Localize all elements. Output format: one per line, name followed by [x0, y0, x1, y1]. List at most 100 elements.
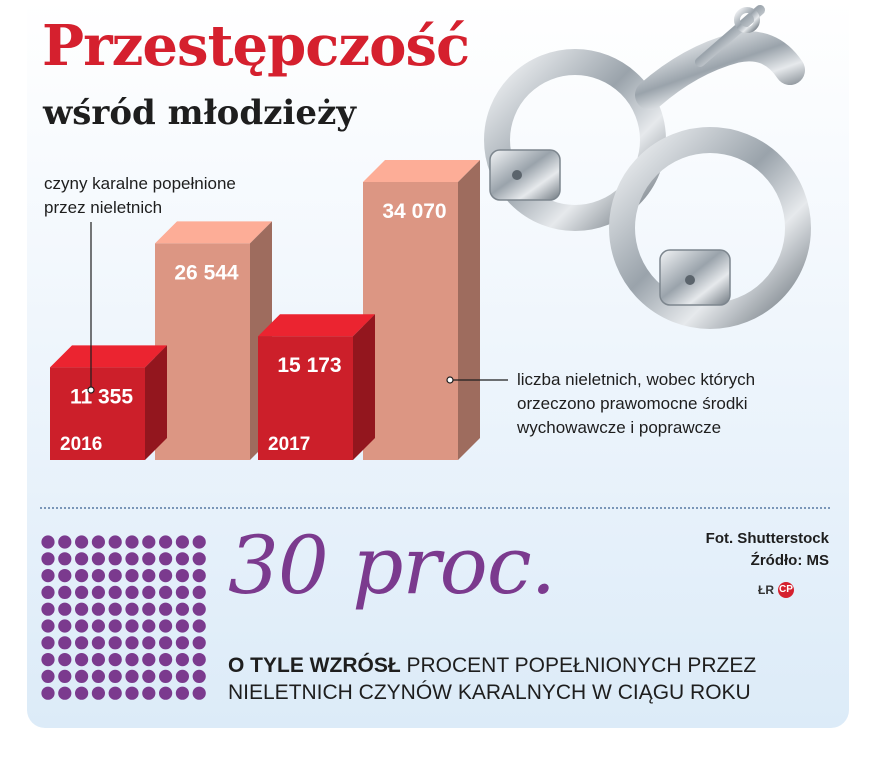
- red-series-note: czyny karalne popełnione przez nieletnic…: [44, 174, 236, 217]
- grid-dot: [58, 636, 72, 650]
- grid-dot: [108, 585, 122, 599]
- grid-dot: [159, 653, 173, 667]
- grid-dot: [91, 636, 105, 650]
- grid-dot: [159, 569, 173, 583]
- grid-dot: [142, 636, 156, 650]
- grid-dot: [75, 552, 89, 566]
- grid-dot: [58, 585, 72, 599]
- grid-dot: [192, 653, 206, 667]
- grid-dot: [108, 552, 122, 566]
- grid-dot: [192, 585, 206, 599]
- grid-dot: [159, 585, 173, 599]
- grid-dot: [142, 552, 156, 566]
- grid-dot: [58, 619, 72, 633]
- grid-dot: [41, 569, 55, 583]
- grid-dot: [142, 686, 156, 700]
- grid-dot: [75, 619, 89, 633]
- grid-dot: [159, 602, 173, 616]
- grid-dot: [58, 686, 72, 700]
- grid-dot: [75, 686, 89, 700]
- grid-dot: [91, 653, 105, 667]
- grid-dot: [91, 602, 105, 616]
- grid-dot: [58, 535, 72, 549]
- grid-dot: [142, 653, 156, 667]
- grid-dot: [41, 653, 55, 667]
- grid-dot: [159, 669, 173, 683]
- grid-dot: [91, 569, 105, 583]
- grid-dot: [192, 669, 206, 683]
- grid-dot: [192, 636, 206, 650]
- grid-dot: [108, 535, 122, 549]
- grid-dot: [91, 552, 105, 566]
- bar-top-1-1: [363, 160, 480, 182]
- grid-dot: [58, 552, 72, 566]
- grid-dot: [41, 669, 55, 683]
- grid-dot: [192, 569, 206, 583]
- grid-dot: [125, 686, 139, 700]
- grid-dot: [125, 653, 139, 667]
- dotted-separator: [40, 507, 830, 509]
- grid-dot: [142, 602, 156, 616]
- grid-dot: [75, 585, 89, 599]
- salmon-note-leader-dot: [446, 376, 454, 384]
- grid-dot: [192, 602, 206, 616]
- grid-dot: [159, 686, 173, 700]
- highlight-caption: O tyle wzrósł procent popełnionych przez…: [228, 652, 828, 706]
- grid-dot: [108, 636, 122, 650]
- category-label-0: 2016: [60, 434, 102, 455]
- grid-dot: [175, 669, 189, 683]
- grid-dot: [159, 552, 173, 566]
- grid-dot: [175, 602, 189, 616]
- red-note-leader-dot: [87, 386, 95, 394]
- grid-dot: [108, 653, 122, 667]
- bar-chart: 26 544 34 070 11 355 2016 15 173 2017: [50, 160, 508, 460]
- bar-side-1-1: [458, 160, 480, 460]
- grid-dot: [159, 535, 173, 549]
- grid-dot: [41, 636, 55, 650]
- page-title: Przestępczość: [42, 13, 470, 79]
- grid-dot: [125, 535, 139, 549]
- salmon-series-note: liczba nieletnich, wobec których orzeczo…: [517, 370, 756, 437]
- grid-dot: [108, 686, 122, 700]
- category-label-1: 2017: [268, 434, 310, 455]
- grid-dot: [192, 535, 206, 549]
- grid-dot: [159, 636, 173, 650]
- grid-dot: [91, 619, 105, 633]
- grid-dot: [41, 602, 55, 616]
- grid-dot: [175, 535, 189, 549]
- grid-dot: [91, 535, 105, 549]
- grid-dot: [125, 552, 139, 566]
- caption-bold: O tyle wzrósł: [228, 654, 401, 677]
- grid-dot: [175, 619, 189, 633]
- dot-grid-decoration: [41, 535, 206, 700]
- grid-dot: [41, 535, 55, 549]
- grid-dot: [192, 619, 206, 633]
- grid-dot: [125, 619, 139, 633]
- grid-dot: [91, 686, 105, 700]
- publisher-logo: ŁR CP: [758, 582, 794, 598]
- page-subtitle: wśród młodzieży: [43, 93, 357, 133]
- bar-top-0-1: [258, 314, 375, 337]
- grid-dot: [108, 602, 122, 616]
- bar-top-0-0: [50, 345, 167, 368]
- grid-dot: [41, 686, 55, 700]
- data-label-1-1: 34 070: [382, 200, 446, 223]
- grid-dot: [58, 669, 72, 683]
- grid-dot: [175, 653, 189, 667]
- grid-dot: [142, 585, 156, 599]
- grid-dot: [41, 585, 55, 599]
- grid-dot: [108, 669, 122, 683]
- credits: Fot. Shutterstock Źródło: MS: [706, 528, 829, 572]
- author-initials: ŁR: [758, 583, 774, 597]
- grid-dot: [175, 585, 189, 599]
- photo-credit: Fot. Shutterstock: [705, 530, 829, 547]
- grid-dot: [91, 585, 105, 599]
- grid-dot: [142, 535, 156, 549]
- grid-dot: [108, 619, 122, 633]
- grid-dot: [108, 569, 122, 583]
- grid-dot: [175, 569, 189, 583]
- grid-dot: [192, 552, 206, 566]
- bar-side-0-1: [353, 314, 375, 460]
- grid-dot: [125, 585, 139, 599]
- grid-dot: [41, 552, 55, 566]
